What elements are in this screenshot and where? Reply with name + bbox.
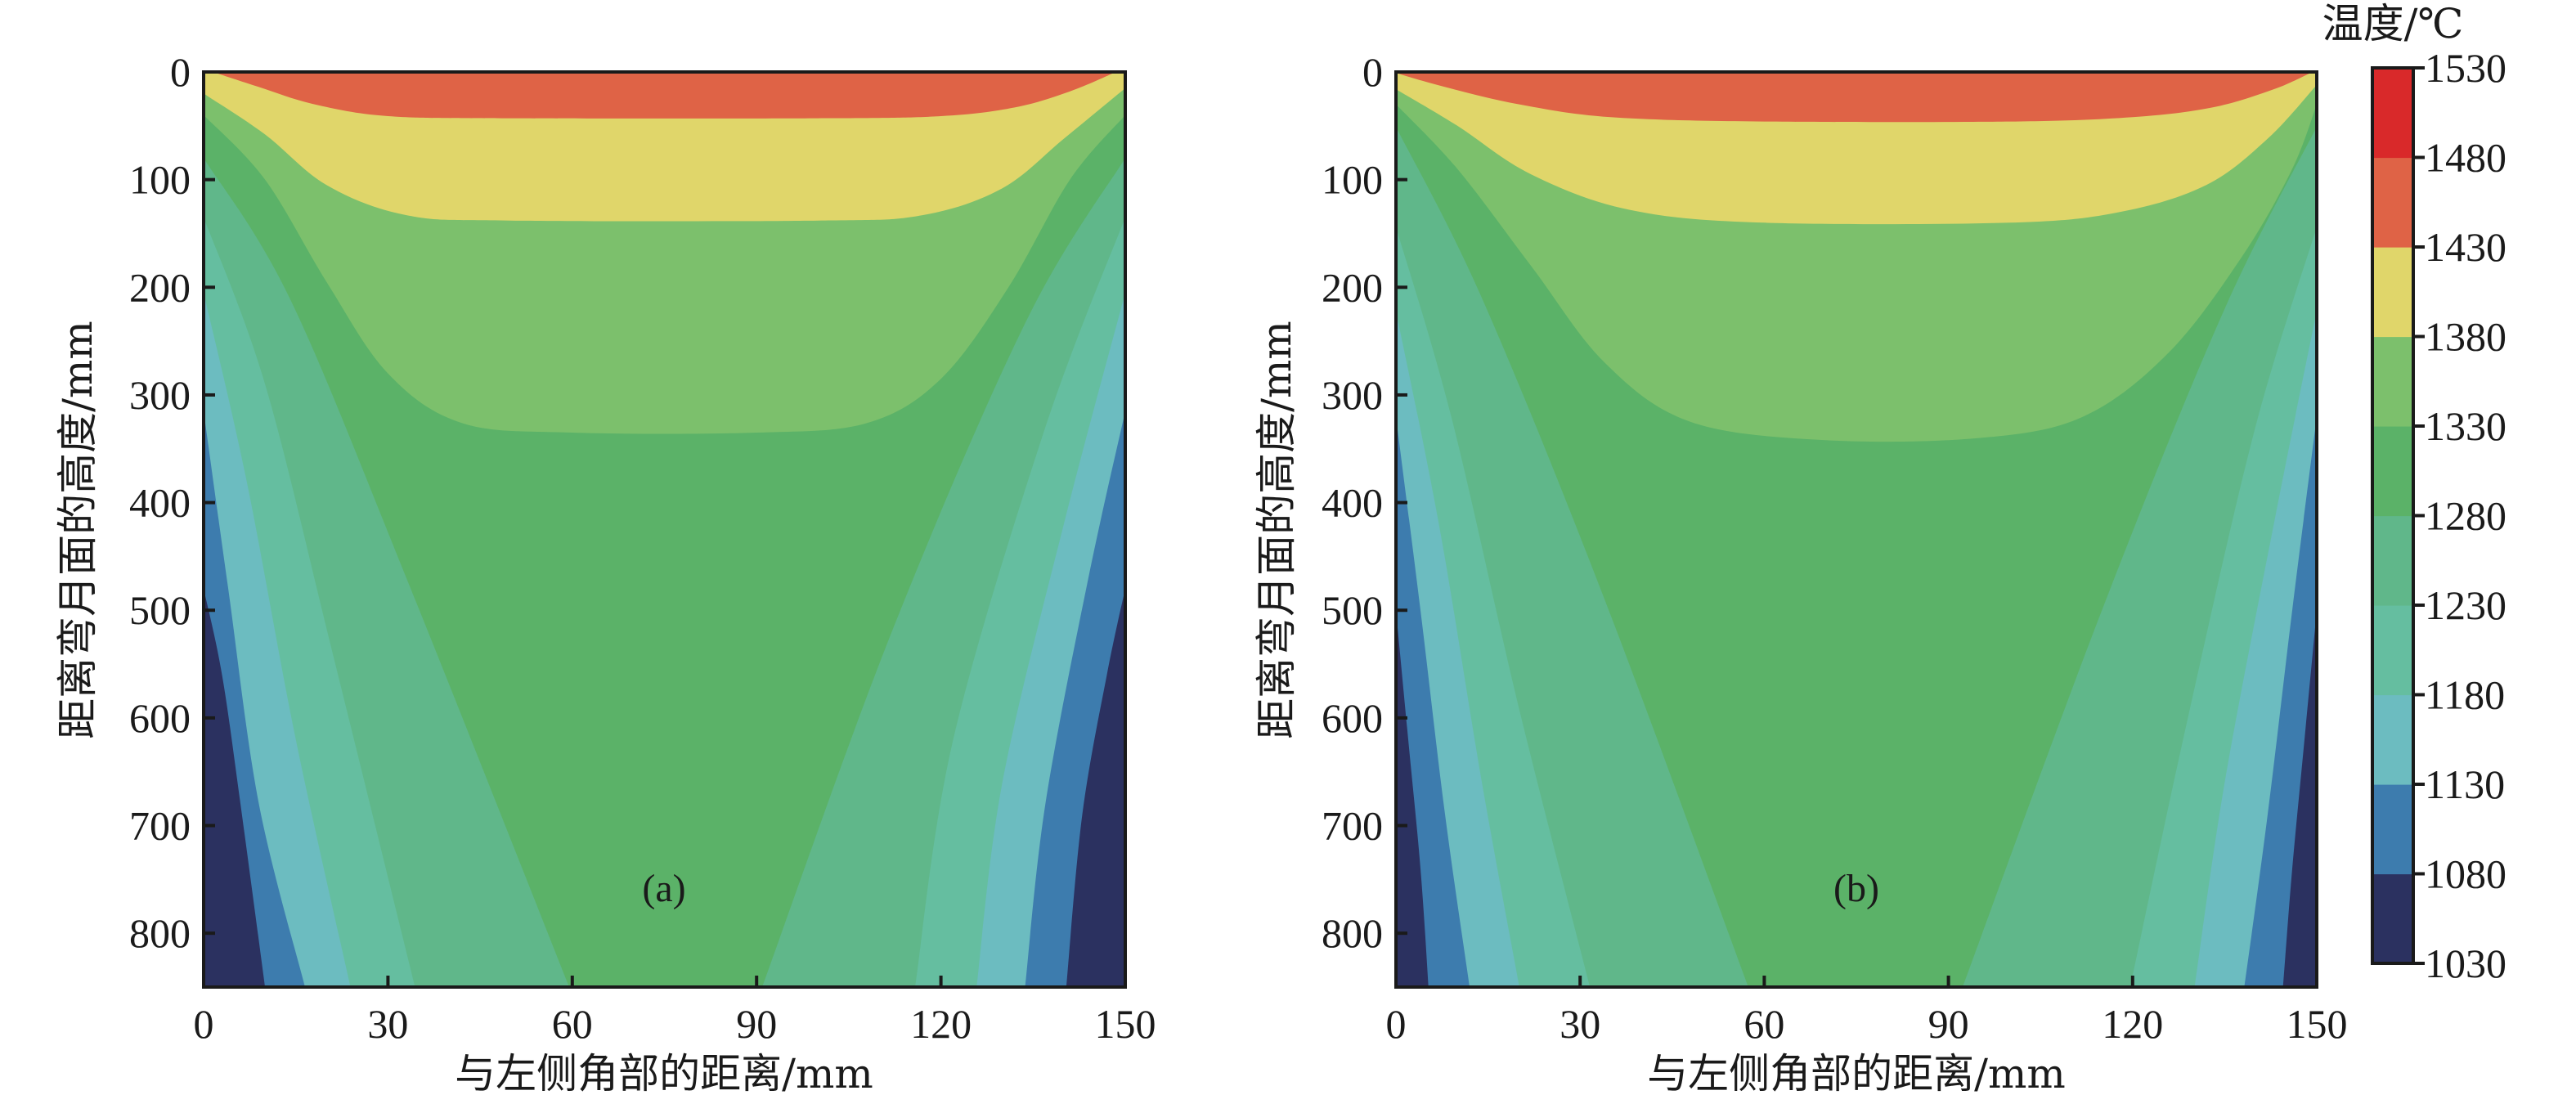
x-tick-label: 120 xyxy=(2102,1001,2163,1047)
colorbar-tick-label: 1080 xyxy=(2425,851,2506,897)
y-tick-label: 100 xyxy=(1322,157,1383,203)
panel-label-a: (a) xyxy=(642,867,685,910)
panel-label-b: (b) xyxy=(1833,867,1879,910)
y-tick-label: 200 xyxy=(129,264,191,310)
colorbar: 温度/℃ 1530 1480 1430 1380 1330 1280 1230 1180 113… xyxy=(2322,0,2506,986)
x-tick-label: 150 xyxy=(2287,1001,2348,1047)
colorbar-tick-label: 1430 xyxy=(2425,224,2506,270)
y-tick-label: 200 xyxy=(1322,264,1383,310)
y-tick-label: 300 xyxy=(1322,372,1383,418)
panel-a: 0 30 60 90 120 150 0100200300400500600700800 … xyxy=(54,49,1156,1097)
colorbar-band-1180-1230 xyxy=(2372,605,2413,696)
x-tick-label: 90 xyxy=(736,1001,777,1047)
x-tick-label: 150 xyxy=(1095,1001,1156,1047)
y-tick-label: 0 xyxy=(1362,49,1383,95)
y-tick-label: 300 xyxy=(129,372,191,418)
x-tick-label: 30 xyxy=(367,1001,408,1047)
colorbar-tick-label: 1480 xyxy=(2425,135,2506,181)
colorbar-band-1080-1130 xyxy=(2372,784,2413,875)
y-tick-label: 500 xyxy=(1322,587,1383,633)
y-ticks-b: 0 100 200 300 400 500 600 700 800 xyxy=(1322,49,1407,956)
x-tick-label: 120 xyxy=(910,1001,972,1047)
colorbar-band-1280-1330 xyxy=(2372,426,2413,517)
colorbar-band-1330-1380 xyxy=(2372,336,2413,427)
plot-frame-b xyxy=(1394,70,2318,989)
contour-bands-a xyxy=(204,72,1125,987)
contour-band-1430-1480 xyxy=(1396,72,2317,123)
colorbar-tick-label: 1280 xyxy=(2425,493,2506,539)
x-ticks-b: 0 30 60 90 120 150 xyxy=(1386,976,2348,1047)
x-tick-label: 0 xyxy=(194,1001,214,1047)
x-axis-label-b: 与左侧角部的距离/mm xyxy=(1647,1050,2066,1097)
contour-band-1430-1480 xyxy=(204,72,1125,119)
colorbar-band-1480-1530 xyxy=(2372,68,2413,159)
y-ticks-a: 0 100 200 300 400 500 600 700 800 xyxy=(129,49,215,956)
colorbar-bands xyxy=(2372,68,2413,964)
y-tick-label: 400 xyxy=(1322,480,1383,526)
contour-bands-b xyxy=(1396,72,2317,987)
colorbar-band-1130-1180 xyxy=(2372,694,2413,785)
y-tick-label: 600 xyxy=(1322,695,1383,741)
colorbar-tick-label: 1130 xyxy=(2425,761,2505,807)
y-tick-label: 500 xyxy=(129,587,191,633)
y-tick-label: 0 xyxy=(170,49,191,95)
colorbar-title: 温度/℃ xyxy=(2322,0,2464,47)
colorbar-tick-label: 1530 xyxy=(2425,45,2506,91)
colorbar-band-1030-1080 xyxy=(2372,873,2413,964)
y-tick-label: 600 xyxy=(129,695,191,741)
panel-b: 0 30 60 90 120 150 0100200300400500600700800 … xyxy=(1253,49,2348,1097)
x-tick-label: 30 xyxy=(1560,1001,1600,1047)
colorbar-tick-label: 1230 xyxy=(2425,582,2506,628)
colorbar-band-1230-1280 xyxy=(2372,515,2413,606)
colorbar-band-1380-1430 xyxy=(2372,247,2413,338)
y-tick-label: 700 xyxy=(1322,803,1383,849)
y-tick-label: 400 xyxy=(129,480,191,526)
colorbar-tick-label: 1030 xyxy=(2425,940,2506,986)
colorbar-tick-label: 1380 xyxy=(2425,314,2506,360)
x-tick-label: 60 xyxy=(552,1001,593,1047)
colorbar-tick-label: 1180 xyxy=(2425,672,2505,718)
x-tick-label: 60 xyxy=(1744,1001,1784,1047)
y-tick-label: 700 xyxy=(129,803,191,849)
plot-frame-a xyxy=(202,70,1127,989)
colorbar-ticks: 1530 1480 1430 1380 1330 1280 1230 1180 1130 1080… xyxy=(2413,45,2506,986)
x-tick-label: 90 xyxy=(1928,1001,1969,1047)
y-tick-label: 800 xyxy=(129,910,191,956)
x-tick-label: 0 xyxy=(1386,1001,1407,1047)
colorbar-band-1430-1480 xyxy=(2372,157,2413,248)
y-tick-label: 100 xyxy=(129,157,191,203)
y-tick-label: 800 xyxy=(1322,910,1383,956)
colorbar-tick-label: 1330 xyxy=(2425,403,2506,449)
x-axis-label-a: 与左侧角部的距离/mm xyxy=(455,1050,873,1097)
y-axis-label-b: 距离弯月面的高度/mm xyxy=(1253,321,1300,739)
x-ticks-a: 0 30 60 90 120 150 xyxy=(194,976,1156,1047)
y-axis-label-a: 距离弯月面的高度/mm xyxy=(54,321,101,739)
